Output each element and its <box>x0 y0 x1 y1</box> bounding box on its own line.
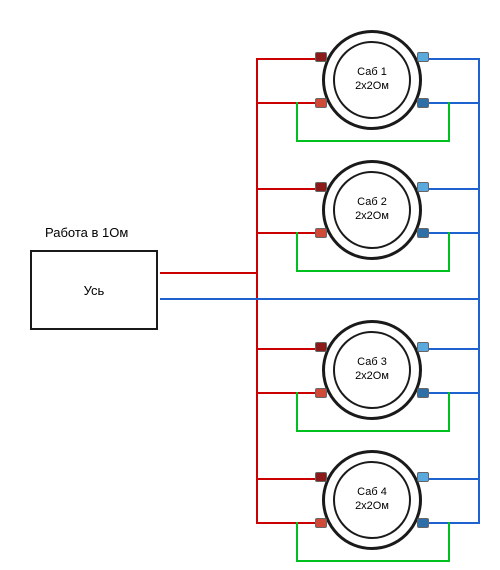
speaker-spec: 2х2Ом <box>355 370 389 384</box>
speaker-spec: 2х2Ом <box>355 80 389 94</box>
wire <box>296 102 298 142</box>
terminal-br <box>417 518 429 528</box>
amplifier-box-label: Усь <box>84 283 105 298</box>
terminal-bl <box>315 98 327 108</box>
terminal-tr <box>417 342 429 352</box>
speaker: Саб 32х2Ом <box>312 310 432 430</box>
wire <box>448 392 450 432</box>
wire <box>428 478 480 480</box>
amplifier-box: Усь <box>30 250 158 330</box>
speaker-name: Саб 1 <box>357 66 387 80</box>
terminal-tl <box>315 472 327 482</box>
speaker-ring-inner: Саб 42х2Ом <box>333 461 411 539</box>
terminal-bl <box>315 388 327 398</box>
wire <box>256 102 318 104</box>
speaker-name: Саб 4 <box>357 486 387 500</box>
wire <box>296 522 298 562</box>
wire <box>160 272 258 274</box>
speaker-ring-inner: Саб 22х2Ом <box>333 171 411 249</box>
speaker-spec: 2х2Ом <box>355 500 389 514</box>
speaker-ring-inner: Саб 12х2Ом <box>333 41 411 119</box>
wire <box>448 522 450 562</box>
wire <box>160 298 480 300</box>
speaker-spec: 2х2Ом <box>355 210 389 224</box>
terminal-tl <box>315 342 327 352</box>
terminal-bl <box>315 518 327 528</box>
wire <box>256 58 258 524</box>
operating-mode-label: Работа в 1Ом <box>45 225 128 240</box>
speaker-name: Саб 3 <box>357 356 387 370</box>
speaker-name: Саб 2 <box>357 196 387 210</box>
wire <box>448 102 450 142</box>
terminal-tr <box>417 52 429 62</box>
wire <box>256 522 318 524</box>
wire <box>296 140 450 142</box>
wire <box>428 348 480 350</box>
terminal-tr <box>417 182 429 192</box>
wire <box>256 58 318 60</box>
wire <box>256 188 318 190</box>
wiring-diagram: Работа в 1Ом Усь Саб 12х2ОмСаб 22х2ОмСаб… <box>0 0 500 570</box>
wire <box>428 58 480 60</box>
wire <box>428 522 480 524</box>
wire <box>256 392 318 394</box>
wire <box>256 348 318 350</box>
terminal-br <box>417 228 429 238</box>
wire <box>256 232 318 234</box>
terminal-tl <box>315 52 327 62</box>
terminal-tl <box>315 182 327 192</box>
terminal-tr <box>417 472 429 482</box>
terminal-bl <box>315 228 327 238</box>
wire <box>296 270 450 272</box>
wire <box>428 232 480 234</box>
terminal-br <box>417 98 429 108</box>
wire <box>296 430 450 432</box>
wire <box>296 392 298 432</box>
terminal-br <box>417 388 429 398</box>
speaker: Саб 22х2Ом <box>312 150 432 270</box>
wire <box>428 188 480 190</box>
wire <box>428 392 480 394</box>
speaker: Саб 12х2Ом <box>312 20 432 140</box>
wire <box>428 102 480 104</box>
wire <box>478 58 480 524</box>
wire <box>296 560 450 562</box>
wire <box>256 478 318 480</box>
wire <box>296 232 298 272</box>
wire <box>448 232 450 272</box>
speaker: Саб 42х2Ом <box>312 440 432 560</box>
speaker-ring-inner: Саб 32х2Ом <box>333 331 411 409</box>
